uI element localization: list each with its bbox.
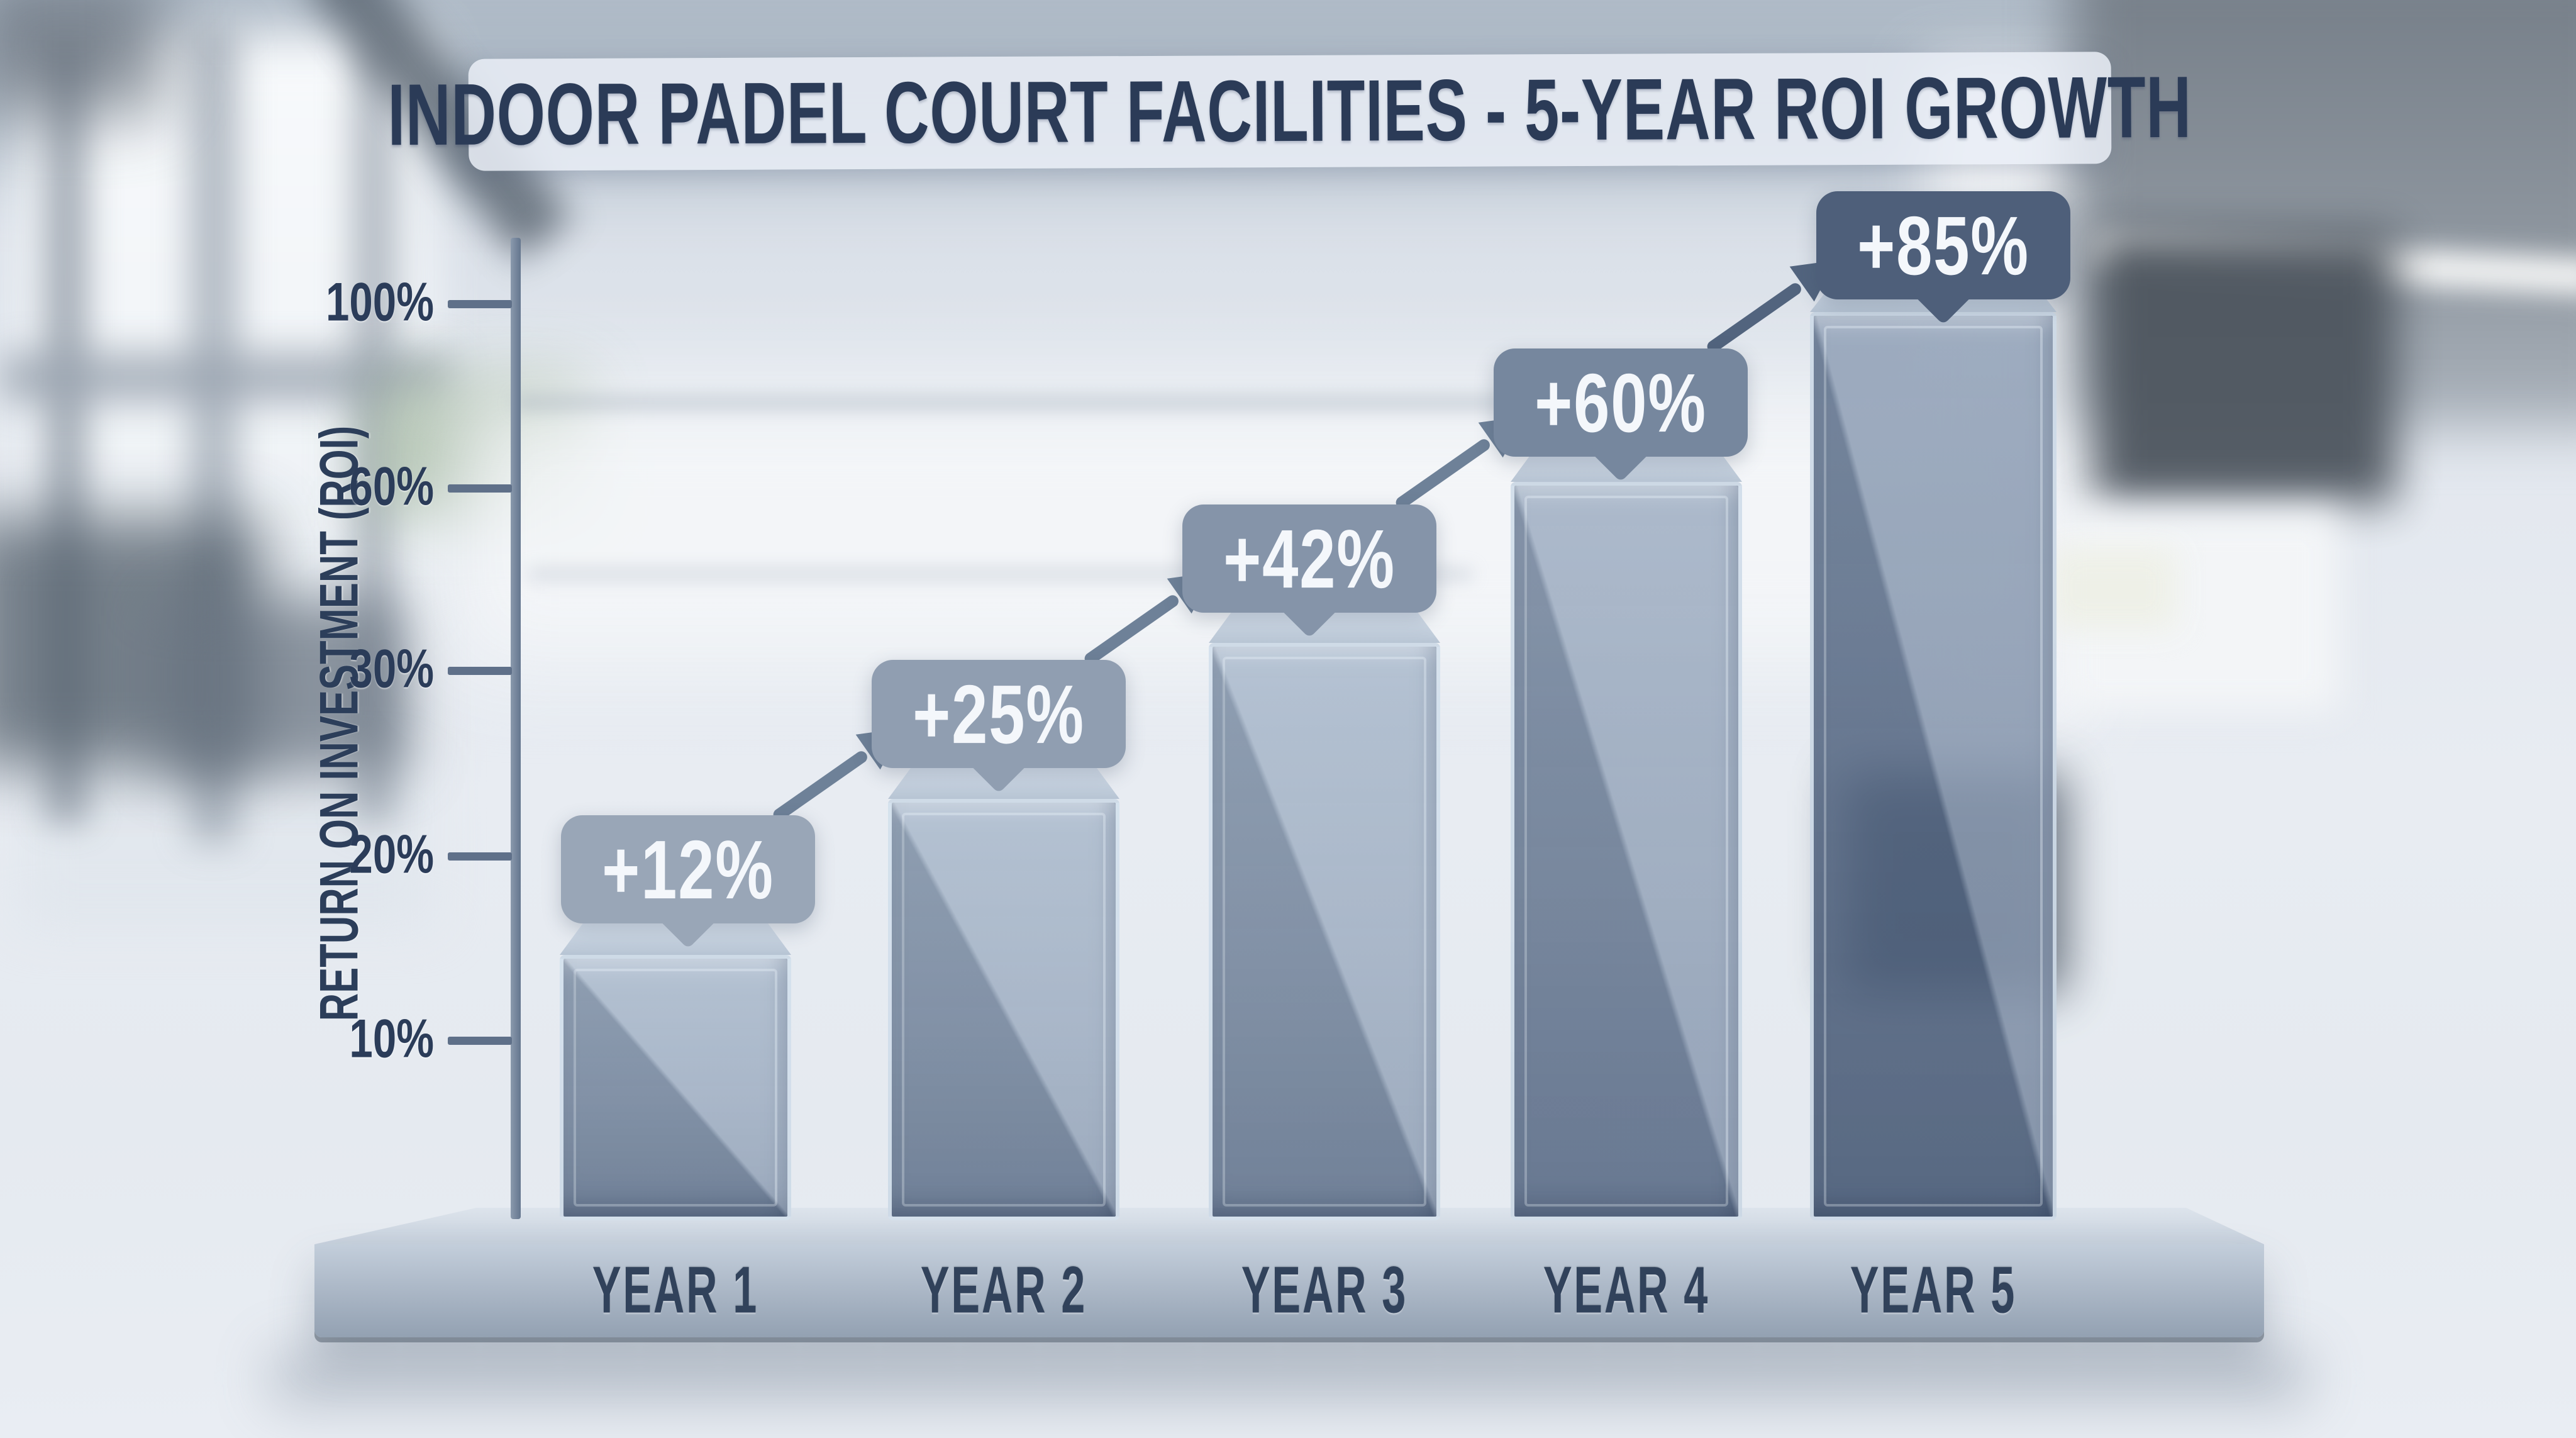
background-window-mullion: [189, 25, 239, 843]
arrow-shaft: [1704, 281, 1804, 355]
y-tick-mark: [448, 1037, 512, 1045]
value-badge-year-1: +12%: [561, 815, 815, 923]
bar-year-3: [1209, 611, 1440, 1220]
background-desk-front: [2063, 510, 2340, 711]
bar-year-4: [1511, 450, 1742, 1220]
platform-front-face: YEAR 1 YEAR 2 YEAR 3 YEAR 4 YEAR 5: [314, 1244, 2264, 1337]
bar-year-1: [560, 923, 791, 1220]
background-light-streak: [2093, 232, 2576, 296]
y-tick-label: 60%: [349, 456, 434, 517]
x-axis-label-year-3: YEAR 3: [1241, 1254, 1408, 1327]
background-chair-silhouette: [0, 516, 264, 767]
y-tick-label: 10%: [349, 1008, 434, 1069]
y-tick-mark: [448, 300, 512, 308]
background-reception-desk: [2094, 233, 2396, 503]
value-badge-label: +25%: [913, 667, 1085, 761]
bar-front-face: [560, 955, 791, 1220]
page-title: INDOOR PADEL COURT FACILITIES - 5-YEAR R…: [387, 59, 2192, 164]
background-window-mullion: [44, 38, 88, 824]
value-badge-year-5: +85%: [1816, 191, 2070, 299]
y-tick-label: 100%: [326, 272, 434, 333]
arrow-shaft: [1082, 593, 1181, 667]
x-axis-label-year-1: YEAR 1: [592, 1254, 759, 1327]
bar-front-face: [888, 799, 1119, 1220]
value-badge-year-3: +42%: [1182, 504, 1436, 613]
y-tick-label: 20%: [349, 824, 434, 885]
arrow-shaft: [1393, 437, 1492, 511]
platform-floor-shadow: [270, 1352, 2308, 1403]
y-tick-mark: [448, 667, 512, 675]
x-axis-label-year-4: YEAR 4: [1543, 1254, 1710, 1327]
x-axis-label-year-2: YEAR 2: [920, 1254, 1087, 1327]
y-tick-mark: [448, 484, 512, 493]
arrow-shaft: [770, 749, 870, 823]
value-badge-year-4: +60%: [1494, 348, 1748, 457]
background-window-bar: [0, 352, 453, 403]
y-tick-mark: [448, 852, 512, 861]
value-badge-year-2: +25%: [872, 660, 1126, 768]
value-badge-label: +42%: [1223, 511, 1396, 606]
value-badge-label: +60%: [1535, 355, 1707, 450]
background-dark-corner: [0, 0, 164, 113]
bar-front-face: [1209, 643, 1440, 1220]
bar-year-5: [1810, 281, 2057, 1220]
y-tick-label: 30%: [349, 638, 434, 699]
value-badge-label: +85%: [1857, 198, 2029, 293]
background-shelf-line: [516, 396, 1616, 409]
value-badge-label: +12%: [602, 822, 774, 917]
bar-year-2: [888, 767, 1119, 1220]
title-plate: INDOOR PADEL COURT FACILITIES - 5-YEAR R…: [388, 52, 2192, 171]
background-flowers: [2050, 547, 2176, 629]
x-axis-label-year-5: YEAR 5: [1850, 1254, 2017, 1327]
y-axis-line: [511, 238, 521, 1219]
bar-front-face: [1810, 312, 2057, 1220]
bar-front-face: [1511, 482, 1742, 1220]
